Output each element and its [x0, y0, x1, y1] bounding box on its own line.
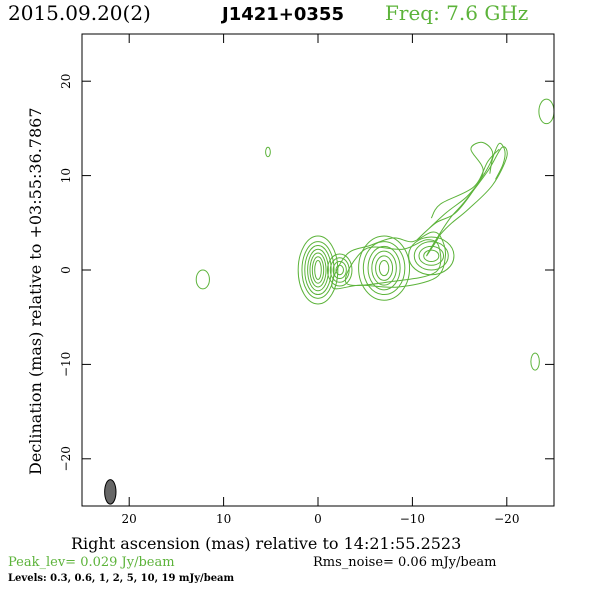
peak-level: Peak_lev= 0.029 Jy/beam [8, 555, 175, 570]
contour-knot-b [378, 260, 390, 277]
y-tick-labels: 20 10 0 −10 −20 [59, 74, 73, 472]
contour-core [304, 244, 332, 296]
contour-core [297, 235, 339, 305]
y-tick-label: −10 [59, 352, 73, 377]
contour-core-east-knot [329, 257, 350, 283]
contour-core [309, 252, 327, 288]
contour-knot-b [358, 235, 411, 301]
contour-levels: Levels: 0.3, 0.6, 1, 2, 5, 10, 19 mJy/be… [8, 573, 235, 584]
x-tick-label: 10 [216, 512, 231, 526]
x-axis-title: Right ascension (mas) relative to 14:21:… [71, 534, 461, 553]
contour-layer [195, 98, 554, 371]
jet-contour [416, 141, 494, 241]
contour-isolated-east [195, 269, 210, 290]
rms-noise: Rms_noise= 0.06 mJy/beam [313, 555, 497, 570]
y-tick-label: −20 [59, 446, 73, 471]
contour-knot-b [375, 255, 394, 281]
contour-knot-c [418, 245, 445, 266]
contour-core-east-knot [326, 253, 353, 287]
x-tick-labels: 20 10 0 −10 −20 [122, 512, 520, 526]
source-name: J1421+0355 [222, 4, 344, 25]
contour-isolated-north [265, 146, 271, 158]
jet-contour [430, 148, 500, 219]
jet-contour [489, 142, 506, 180]
y-tick-label: 10 [59, 168, 73, 183]
contour-isolated-south [530, 352, 540, 371]
contour-core [311, 256, 325, 284]
frequency-label: Freq: 7.6 GHz [385, 1, 529, 25]
contour-edge-northwest [538, 98, 554, 125]
contour-core [301, 241, 335, 299]
contour-knot-b [371, 250, 397, 286]
jet-contour [331, 231, 447, 290]
x-tick-label: −20 [494, 512, 519, 526]
jet-contour [426, 146, 508, 257]
contour-core [314, 260, 322, 280]
axis-ticks [82, 34, 554, 506]
jet-contour [344, 239, 442, 286]
x-tick-label: −10 [400, 512, 425, 526]
beam-ellipse [104, 479, 117, 505]
y-tick-label: 20 [59, 74, 73, 89]
y-tick-label: 0 [59, 266, 73, 274]
contour-core-east-knot [332, 261, 347, 279]
x-tick-label: 0 [314, 512, 322, 526]
plot-frame [81, 33, 555, 507]
contour-knot-b [362, 241, 406, 296]
contour-core [307, 248, 329, 292]
y-axis-title: Declination (mas) relative to +03:55:36.… [26, 107, 45, 475]
x-tick-label: 20 [122, 512, 137, 526]
epoch-date: 2015.09.20(2) [8, 1, 151, 25]
contour-knot-c [423, 249, 440, 263]
contour-knot-c [413, 241, 449, 271]
contour-knot-b [367, 245, 401, 291]
contour-knot-c [408, 236, 455, 276]
